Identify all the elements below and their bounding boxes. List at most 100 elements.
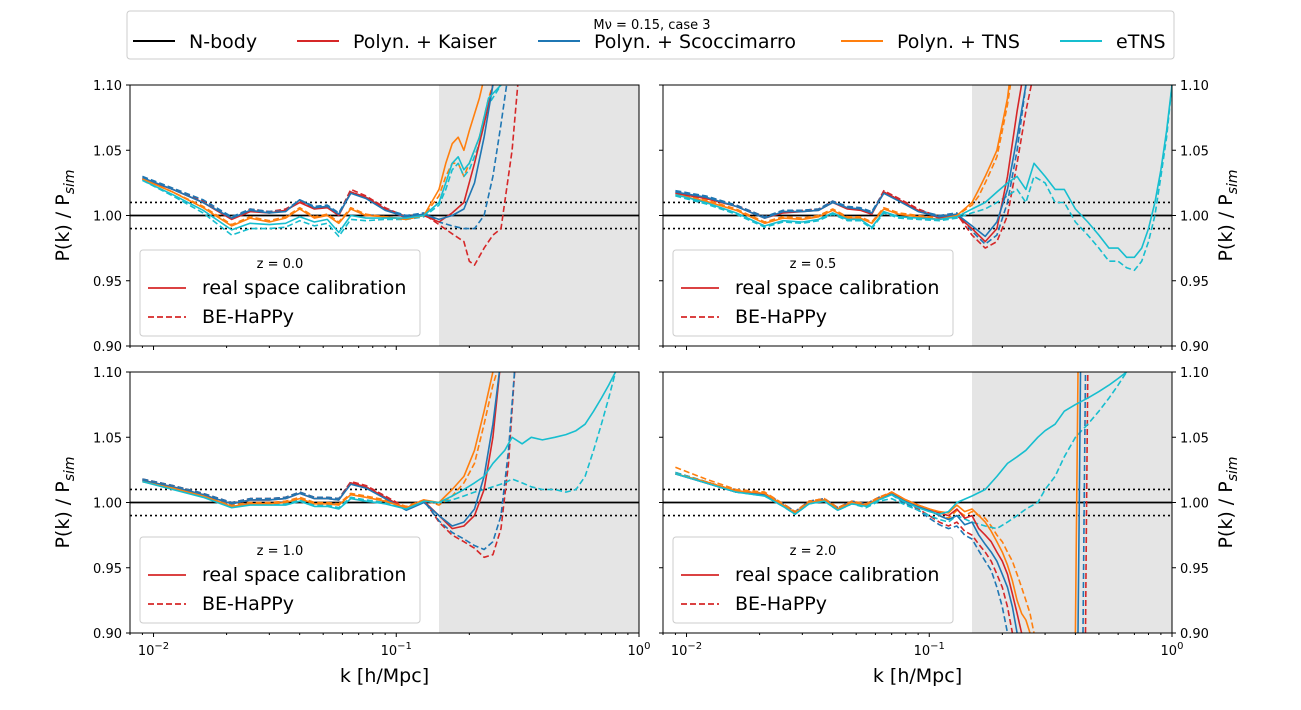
y-tick-label: 1.00 <box>93 497 122 512</box>
panel-legend-label-dashed: BE-HaPPy <box>735 593 827 615</box>
y-tick-label: 0.90 <box>1180 340 1209 355</box>
x-tick-base: 10 <box>914 644 931 659</box>
y-tick-label: 0.95 <box>1180 562 1209 577</box>
panel-legend-label-solid: real space calibration <box>202 564 406 586</box>
panel-redshift-label: z = 2.0 <box>790 544 837 559</box>
y-axis-title-main: P(k) / P <box>1215 194 1237 261</box>
series-line-etns-dashed <box>675 85 1172 272</box>
legend-label-kaiser: Polyn. + Kaiser <box>353 31 497 53</box>
panel-redshift-label: z = 0.5 <box>790 257 837 272</box>
series-line-tns-solid <box>1074 372 1079 633</box>
panel-redshift-label: z = 1.0 <box>257 544 304 559</box>
y-tick-label: 1.05 <box>1180 431 1209 446</box>
series-line-kaiser-dashed <box>675 85 1033 249</box>
panel-legend-label-solid: real space calibration <box>202 277 406 299</box>
y-axis-title-main: P(k) / P <box>1215 481 1237 548</box>
y-tick-label: 1.10 <box>1180 366 1209 381</box>
x-tick-exponent: 0 <box>644 641 650 652</box>
series-line-etns-dashed <box>142 85 502 238</box>
y-axis-title-main: P(k) / P <box>52 481 74 548</box>
panel-legend-frame <box>672 249 954 337</box>
x-tick-label: 10−1 <box>914 641 945 659</box>
y-axis-title: P(k) / Psim <box>1215 456 1241 548</box>
x-tick-label: 10−2 <box>138 641 169 659</box>
x-tick-base: 10 <box>138 644 155 659</box>
series-line-tns-solid <box>675 473 1031 633</box>
series-line-tns-solid <box>142 85 484 227</box>
x-axis-title: k [h/Mpc] <box>340 665 429 687</box>
series-line-kaiser-solid <box>142 85 494 223</box>
y-tick-label: 0.95 <box>93 275 122 290</box>
y-tick-label: 0.95 <box>93 562 122 577</box>
x-tick-exponent: 0 <box>1177 641 1183 652</box>
top-legend-frame <box>126 10 1175 60</box>
x-tick-exponent: −1 <box>397 641 412 652</box>
x-tick-label: 10−2 <box>671 641 702 659</box>
y-tick-label: 0.90 <box>1180 627 1209 642</box>
x-tick-label: 10−1 <box>381 641 412 659</box>
series-line-kaiser-dashed <box>1084 372 1089 633</box>
y-axis-title-sub: sim <box>1225 456 1241 481</box>
series-line-etns-solid <box>675 85 1172 259</box>
panel-legend-frame <box>672 536 954 624</box>
y-axis-title: P(k) / Psim <box>52 456 78 548</box>
panel-legend: z = 1.0 real space calibration BE-HaPPy <box>139 536 421 624</box>
y-tick-label: 0.95 <box>1180 275 1209 290</box>
panel-legend-label-solid: real space calibration <box>735 564 939 586</box>
x-tick-label: 100 <box>628 641 651 659</box>
x-tick-base: 10 <box>628 644 645 659</box>
panel-legend-label-dashed: BE-HaPPy <box>202 306 294 328</box>
y-tick-label: 0.90 <box>93 340 122 355</box>
legend-label-nbody: N-body <box>189 31 257 53</box>
panel-legend-frame <box>139 536 421 624</box>
series-line-tns-dashed <box>142 372 498 508</box>
series-line-tns-solid <box>142 372 494 509</box>
y-tick-label: 1.00 <box>1180 497 1209 512</box>
series-line-tns-solid <box>675 85 1010 225</box>
top-legend-items: N-body Polyn. + Kaiser Polyn. + Scoccimarr… <box>133 31 1166 53</box>
y-tick-label: 1.00 <box>93 210 122 225</box>
plot-area <box>663 372 1172 633</box>
legend-label-scocc: Polyn. + Scoccimarro <box>594 31 796 53</box>
y-axis-title-main: P(k) / P <box>52 194 74 261</box>
panel-legend-label-dashed: BE-HaPPy <box>202 593 294 615</box>
series-line-etns-solid <box>142 85 502 234</box>
top-legend: Mν = 0.15, case 3 N-body Polyn. + Kaiser P… <box>126 10 1175 60</box>
panel-redshift-label: z = 0.0 <box>257 257 304 272</box>
panel-2: 0.90 0.95 1.00 1.05 1.10 P(k) / Psim z = 0.5 re… <box>659 79 1241 355</box>
y-tick-label: 1.00 <box>1180 210 1209 225</box>
y-axis-title-sub: sim <box>1225 169 1241 194</box>
y-axis-title: P(k) / Psim <box>52 169 78 261</box>
series-line-scocc-solid <box>675 85 1027 238</box>
panel-legend-label-dashed: BE-HaPPy <box>735 306 827 328</box>
y-tick-label: 1.10 <box>93 79 122 94</box>
figure-title: Mν = 0.15, case 3 <box>593 18 710 33</box>
legend-label-tns: Polyn. + TNS <box>897 31 1020 53</box>
plot-area <box>130 372 639 559</box>
y-tick-label: 0.90 <box>93 627 122 642</box>
x-axis-title: k [h/Mpc] <box>873 665 962 687</box>
y-tick-label: 1.05 <box>93 144 122 159</box>
x-tick-label: 100 <box>1161 641 1184 659</box>
series-line-tns-dashed <box>675 85 1012 223</box>
x-tick-exponent: −2 <box>154 641 169 652</box>
panel-legend: z = 2.0 real space calibration BE-HaPPy <box>672 536 954 624</box>
panel-1: 0.90 0.95 1.00 1.05 1.10 P(k) / Psim z = 0.0 re… <box>52 79 640 355</box>
y-axis-title-sub: sim <box>62 169 78 194</box>
series-line-scocc-solid <box>142 372 501 527</box>
series-line-etns-dashed <box>142 372 617 510</box>
series-line-etns-solid <box>142 372 617 510</box>
x-tick-base: 10 <box>1161 644 1178 659</box>
plot-area <box>663 85 1172 272</box>
legend-label-etns: eTNS <box>1116 31 1166 53</box>
series-line-scocc-dashed <box>1082 372 1087 633</box>
y-axis-title-sub: sim <box>62 456 78 481</box>
plot-area <box>130 85 639 266</box>
series-line-scocc-solid <box>142 85 494 221</box>
y-tick-label: 1.10 <box>1180 79 1209 94</box>
panel-legend: z = 0.0 real space calibration BE-HaPPy <box>139 249 421 337</box>
y-tick-label: 1.05 <box>93 431 122 446</box>
